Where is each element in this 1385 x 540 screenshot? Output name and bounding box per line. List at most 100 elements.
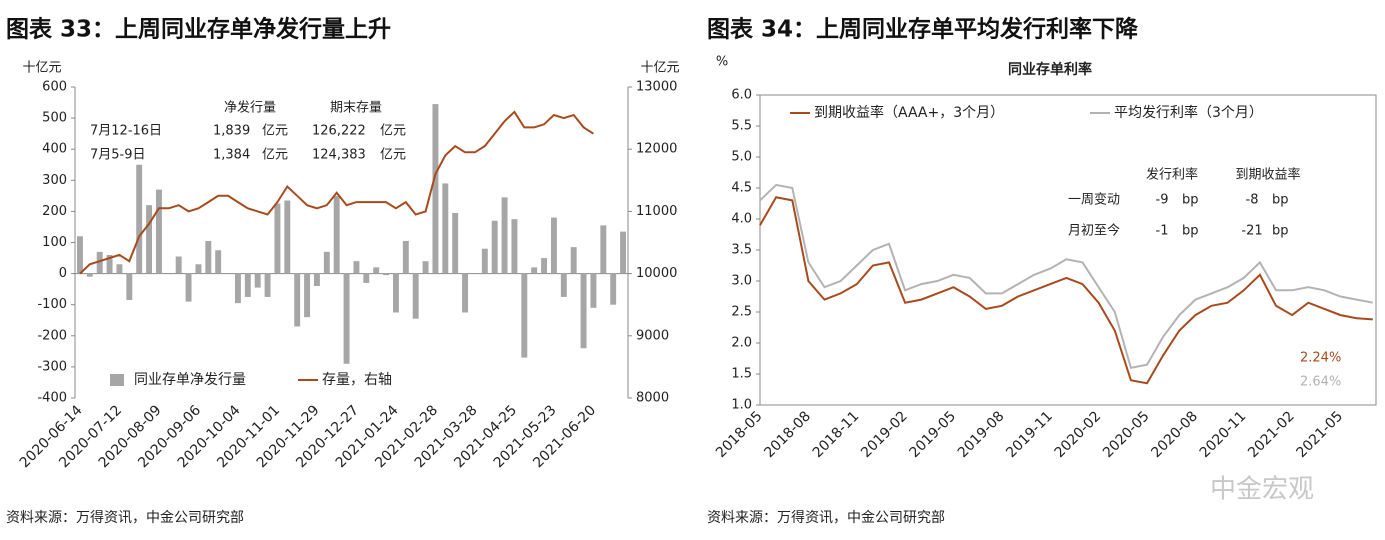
bar <box>432 104 439 274</box>
y-tick-label: 12000 <box>636 142 677 157</box>
bar <box>511 219 518 274</box>
bar <box>462 273 469 313</box>
legend-label: 到期收益率（AAA+，3个月） <box>814 104 1004 121</box>
bar <box>96 251 103 274</box>
bar <box>550 217 557 274</box>
bar <box>244 273 251 297</box>
bar <box>501 197 508 274</box>
annotation-cell: -21 <box>1241 224 1262 239</box>
x-tick-label: 2018-08 <box>761 408 814 461</box>
annotation-cell: 亿元 <box>380 148 406 163</box>
bar <box>541 258 548 274</box>
chart-title: 图表 34：上周同业存单平均发行利率下降 <box>707 16 1139 43</box>
y-tick-label: -400 <box>37 391 67 406</box>
bar <box>402 240 409 274</box>
source: 资料来源：万得资讯，中金公司研究部 <box>707 509 945 526</box>
x-tick-label: 2019-05 <box>906 408 959 461</box>
x-tick-label: 2021-02 <box>1245 408 1298 461</box>
y-tick-label: 0 <box>59 266 67 281</box>
bar <box>610 273 617 305</box>
bar <box>116 264 123 274</box>
source: 资料来源：万得资讯，中金公司研究部 <box>6 509 244 526</box>
legend-label: 同业存单净发行量 <box>134 372 246 388</box>
bar <box>620 231 627 274</box>
end-label: 2.64% <box>1300 375 1341 390</box>
annotation-cell: 1,839 <box>213 124 250 139</box>
bar <box>304 273 311 318</box>
x-tick-label: 2018-11 <box>810 408 863 461</box>
chart-title: 图表 33：上周同业存单净发行量上升 <box>6 16 391 43</box>
y-tick-label: 300 <box>42 173 67 188</box>
x-tick-label: 2018-05 <box>713 408 766 461</box>
x-tick-label: 2020-05 <box>1100 408 1153 461</box>
y2-unit: 十亿元 <box>640 61 679 76</box>
y-tick-label: 200 <box>42 204 67 219</box>
annotation-cell: 7月12-16日 <box>90 124 162 139</box>
bar <box>136 164 143 274</box>
bar <box>422 261 429 274</box>
bar <box>86 273 93 277</box>
bar <box>383 273 390 276</box>
x-tick-label: 2020-08 <box>1148 408 1201 461</box>
annotation-cell: 一周变动 <box>1068 192 1120 208</box>
annotation-cell: -9 <box>1156 193 1169 208</box>
annotation-cell: -8 <box>1246 193 1259 208</box>
line-series <box>79 110 594 275</box>
y-tick-label: 6.0 <box>731 88 752 103</box>
bar <box>531 267 538 274</box>
y-tick-label: 1.5 <box>731 367 752 382</box>
y-tick-label: 400 <box>42 142 67 157</box>
bar <box>353 261 360 274</box>
bar <box>363 273 370 283</box>
watermark: 中金宏观 <box>1210 475 1314 505</box>
annotation-cell: bp <box>1272 224 1289 239</box>
bar <box>580 273 587 349</box>
x-tick-label: 2020-02 <box>1052 408 1105 461</box>
annotation-cell: 7月5-9日 <box>90 148 146 163</box>
bar <box>333 195 340 274</box>
annotation-cell: bp <box>1182 193 1199 208</box>
bar <box>254 273 261 288</box>
bar <box>313 273 320 287</box>
x-tick-label: 2020-11 <box>1197 408 1250 461</box>
bar <box>175 256 182 274</box>
y-tick-label: 500 <box>42 111 67 126</box>
y-tick-label: 600 <box>42 80 67 95</box>
annotation-cell: bp <box>1182 224 1199 239</box>
y-unit: % <box>716 55 728 70</box>
annotation-cell: bp <box>1272 193 1289 208</box>
annotation-header: 到期收益率 <box>1235 167 1300 183</box>
annotation-header: 发行利率 <box>1146 167 1198 183</box>
bar <box>521 273 528 358</box>
bar <box>185 273 192 302</box>
legend-label: 存量，右轴 <box>322 372 392 388</box>
y-tick-label: 13000 <box>636 80 677 95</box>
bar <box>570 247 577 274</box>
bar <box>481 248 488 274</box>
x-tick-label: 2021-05 <box>1294 408 1347 461</box>
y-tick-label: 3.5 <box>731 243 752 258</box>
bar <box>155 189 162 274</box>
y-tick-label: 10000 <box>636 266 677 281</box>
bar <box>323 251 330 274</box>
y-tick-label: 11000 <box>636 204 677 219</box>
bar <box>442 183 449 274</box>
bar <box>600 225 607 274</box>
y-tick-label: 100 <box>42 235 67 250</box>
bar <box>373 267 380 274</box>
bar <box>274 203 281 274</box>
annotation-header: 期末存量 <box>330 101 382 116</box>
end-label: 2.24% <box>1300 351 1341 366</box>
y-tick-label: -100 <box>37 297 67 312</box>
x-tick-label: 2019-08 <box>955 408 1008 461</box>
bar <box>294 273 301 327</box>
x-tick-label: 2019-02 <box>858 408 911 461</box>
y-tick-label: 2.5 <box>731 305 752 320</box>
bar <box>392 273 399 313</box>
annotation-cell: 1,384 <box>213 148 250 163</box>
y-tick-label: 9000 <box>636 328 669 343</box>
legend-swatch <box>110 374 124 386</box>
bar <box>106 254 113 274</box>
bar <box>195 264 202 274</box>
